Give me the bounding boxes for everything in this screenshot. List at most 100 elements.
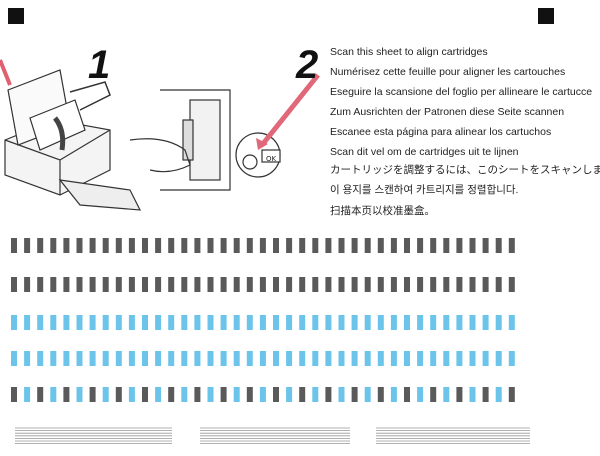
alignment-bar [37,387,44,402]
alignment-bar [233,351,240,366]
alignment-bar [233,387,240,402]
alignment-bar [181,387,188,402]
instruction-line: 扫描本页以校准墨盒。 [330,204,435,217]
alignment-bar [286,351,293,366]
alignment-bar [273,387,279,402]
alignment-bar [443,315,450,330]
alignment-bar [312,351,319,366]
alignment-bar [194,277,201,292]
alignment-bar [286,315,293,330]
alignment-bar [115,351,122,366]
alignment-bar [430,315,437,330]
alignment-bar [168,387,175,402]
alignment-bar [155,387,162,402]
alignment-bar [142,315,148,330]
alignment-bar [404,277,410,292]
alignment-bar [364,351,371,366]
instruction-line: Scan this sheet to align cartridges [330,46,488,58]
alignment-bar [417,315,424,330]
alignment-bar [142,351,148,366]
alignment-bar [404,238,410,253]
alignment-bar [364,315,371,330]
alignment-bar [443,238,450,253]
alignment-bar [390,315,397,330]
alignment-bar [89,387,96,402]
corner-marker [8,8,24,24]
arrow-head [256,138,268,150]
alignment-bar [508,315,515,330]
alignment-bar [181,351,188,366]
alignment-bar [128,387,135,402]
alignment-bar [259,315,266,330]
alignment-bar [37,277,44,292]
alignment-bar [404,315,410,330]
alignment-bar [351,238,358,253]
alignment-bar [194,238,201,253]
alignment-bar [128,238,135,253]
alignment-bar [495,277,502,292]
alignment-bar [495,387,502,402]
alignment-bar [338,315,345,330]
alignment-bar [443,277,450,292]
alignment-bar [325,238,332,253]
alignment-bar [351,277,358,292]
alignment-bar [63,387,70,402]
alignment-bar [89,351,96,366]
alignment-bar [325,351,332,366]
alignment-bar [364,277,371,292]
alignment-bar [390,387,397,402]
alignment-bar [377,315,384,330]
alignment-bar [338,277,345,292]
alignment-bar [377,238,384,253]
alignment-bar [63,351,70,366]
alignment-bar [390,238,397,253]
alignment-bar [338,238,345,253]
alignment-bar [456,387,463,402]
alignment-bar [168,238,175,253]
alignment-bar [495,351,502,366]
alignment-bar [456,277,463,292]
alignment-bar [286,277,293,292]
alignment-bar [50,277,57,292]
alignment-bar [482,238,489,253]
alignment-bar [207,387,214,402]
alignment-bar [207,277,214,292]
alignment-bar [76,315,83,330]
alignment-bar [11,351,17,366]
instruction-line: Zum Ausrichten der Patronen diese Seite … [330,106,564,118]
alignment-bar [508,387,515,402]
alignment-bar [76,351,83,366]
scanner-illustration [4,69,142,211]
alignment-bar [325,277,332,292]
alignment-bar [142,387,148,402]
alignment-bar [220,277,227,292]
alignment-bar [11,277,17,292]
alignment-bar [89,315,96,330]
alignment-bar [417,351,424,366]
alignment-bar [246,277,253,292]
alignment-bar [469,315,476,330]
alignment-bar [273,277,279,292]
alignment-bar [76,277,83,292]
alignment-bar [495,238,502,253]
alignment-bar [220,351,227,366]
alignment-bar [377,277,384,292]
alignment-bar [259,351,266,366]
alignment-bar [142,238,148,253]
alignment-bar [299,277,306,292]
alignment-bar [351,315,358,330]
alignment-bar [508,277,515,292]
alignment-bar [11,238,17,253]
alignment-bar [338,351,345,366]
alignment-bar [286,387,293,402]
scan-lines [15,427,530,445]
alignment-bar [115,238,122,253]
step-number: 2 [295,43,318,87]
alignment-bar [417,238,424,253]
instruction-list: Scan this sheet to align cartridges Numér… [330,46,600,217]
alignment-bar [273,238,279,253]
alignment-bar [364,238,371,253]
alignment-bar [168,315,175,330]
